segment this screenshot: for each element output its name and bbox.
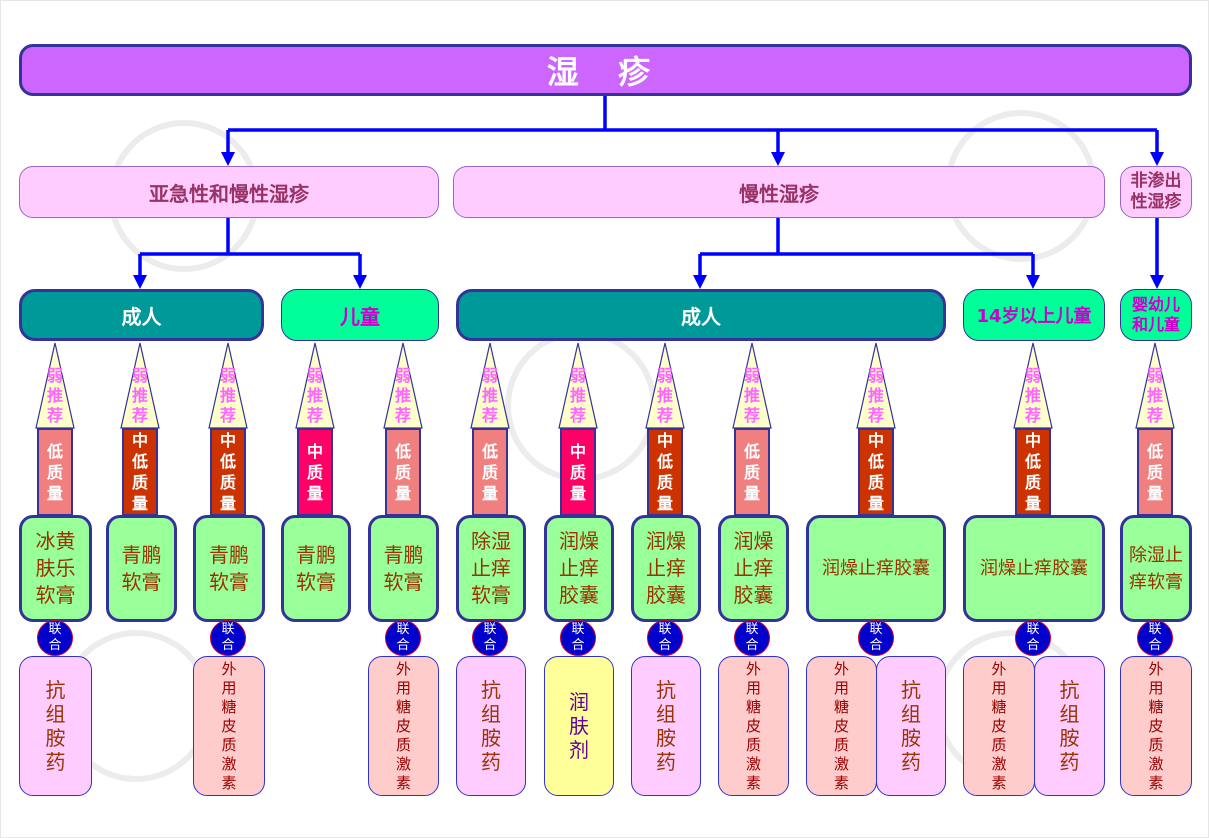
evidence-quality-bar: 低质量 — [734, 428, 770, 516]
drug-box: 青鹏软膏 — [106, 515, 177, 622]
recommendation-label: 弱推荐 — [306, 366, 323, 425]
combined-with-badge: 联合 — [647, 620, 683, 656]
arrowhead — [1026, 275, 1040, 289]
arrowhead — [221, 152, 235, 166]
combination-drug-box: 外用糖皮质激素 — [1120, 656, 1192, 796]
combined-with-badge: 联合 — [560, 620, 596, 656]
combination-drug-box: 抗组胺药 — [631, 656, 701, 796]
arrowhead — [353, 275, 367, 289]
page-title: 湿 疹 — [19, 44, 1192, 96]
combination-drug-box: 外用糖皮质激素 — [368, 656, 439, 796]
combination-drug-box: 抗组胺药 — [876, 656, 946, 796]
evidence-quality-bar: 低质量 — [37, 428, 73, 516]
drug-box: 润燥止痒胶囊 — [806, 515, 946, 622]
recommendation-label: 弱推荐 — [1146, 366, 1163, 425]
evidence-quality-bar: 低质量 — [1137, 428, 1173, 516]
evidence-quality-bar: 低质量 — [472, 428, 508, 516]
recommendation-label: 弱推荐 — [46, 366, 63, 425]
combined-with-badge: 联合 — [472, 620, 508, 656]
combination-drug-box: 外用糖皮质激素 — [806, 656, 877, 796]
combined-with-badge: 联合 — [385, 620, 421, 656]
recommendation-label: 弱推荐 — [867, 366, 884, 425]
recommendation-label: 弱推荐 — [743, 366, 760, 425]
drug-box: 润燥止痒胶囊 — [718, 515, 789, 622]
arrowhead — [693, 275, 707, 289]
recommendation-label: 弱推荐 — [131, 366, 148, 425]
evidence-quality-bar: 中低质量 — [210, 428, 246, 516]
group-adult: 成人 — [19, 289, 264, 341]
combined-with-badge: 联合 — [734, 620, 770, 656]
evidence-quality-bar: 低质量 — [385, 428, 421, 516]
combination-drug-box: 抗组胺药 — [456, 656, 526, 796]
arrowhead — [133, 275, 147, 289]
category-non-exudative: 非渗出性湿疹 — [1120, 166, 1192, 218]
category-subacute-chronic: 亚急性和慢性湿疹 — [19, 166, 439, 218]
evidence-quality-bar: 中质量 — [560, 428, 596, 516]
drug-box: 润燥止痒胶囊 — [963, 515, 1105, 622]
arrowhead — [1150, 275, 1164, 289]
combined-with-badge: 联合 — [858, 620, 894, 656]
evidence-quality-bar: 中低质量 — [1015, 428, 1051, 516]
drug-box: 青鹏软膏 — [281, 515, 351, 622]
drug-box: 润燥止痒胶囊 — [631, 515, 701, 622]
drug-box: 青鹏软膏 — [193, 515, 265, 622]
drug-box: 青鹏软膏 — [368, 515, 439, 622]
drug-box: 冰黄肤乐软膏 — [19, 515, 92, 622]
combination-drug-box: 抗组胺药 — [19, 656, 92, 796]
recommendation-label: 弱推荐 — [656, 366, 673, 425]
evidence-quality-bar: 中低质量 — [122, 428, 158, 516]
combination-drug-box: 抗组胺药 — [1034, 656, 1105, 796]
category-chronic: 慢性湿疹 — [453, 166, 1105, 218]
group-adult: 成人 — [456, 289, 946, 341]
evidence-quality-bar: 中低质量 — [647, 428, 683, 516]
recommendation-label: 弱推荐 — [569, 366, 586, 425]
combination-drug-box: 润肤剂 — [544, 656, 614, 796]
drug-box: 润燥止痒胶囊 — [544, 515, 614, 622]
combination-drug-box: 外用糖皮质激素 — [963, 656, 1035, 796]
combined-with-badge: 联合 — [1015, 620, 1051, 656]
combination-drug-box: 外用糖皮质激素 — [718, 656, 789, 796]
group-children-over-14: 14岁以上儿童 — [963, 289, 1105, 341]
evidence-quality-bar: 中质量 — [297, 428, 333, 516]
group-children: 儿童 — [281, 289, 439, 341]
drug-box: 除湿止痒软膏 — [456, 515, 526, 622]
recommendation-label: 弱推荐 — [1024, 366, 1041, 425]
arrowhead — [771, 152, 785, 166]
arrowhead — [1150, 152, 1164, 166]
combined-with-badge: 联合 — [37, 620, 73, 656]
recommendation-label: 弱推荐 — [394, 366, 411, 425]
group-infants-children: 婴幼儿和儿童 — [1120, 289, 1192, 341]
recommendation-label: 弱推荐 — [219, 366, 236, 425]
recommendation-label: 弱推荐 — [481, 366, 498, 425]
drug-box: 除湿止痒软膏 — [1120, 515, 1192, 622]
combined-with-badge: 联合 — [210, 620, 246, 656]
evidence-quality-bar: 中低质量 — [858, 428, 894, 516]
combination-drug-box: 外用糖皮质激素 — [193, 656, 265, 796]
combined-with-badge: 联合 — [1137, 620, 1173, 656]
